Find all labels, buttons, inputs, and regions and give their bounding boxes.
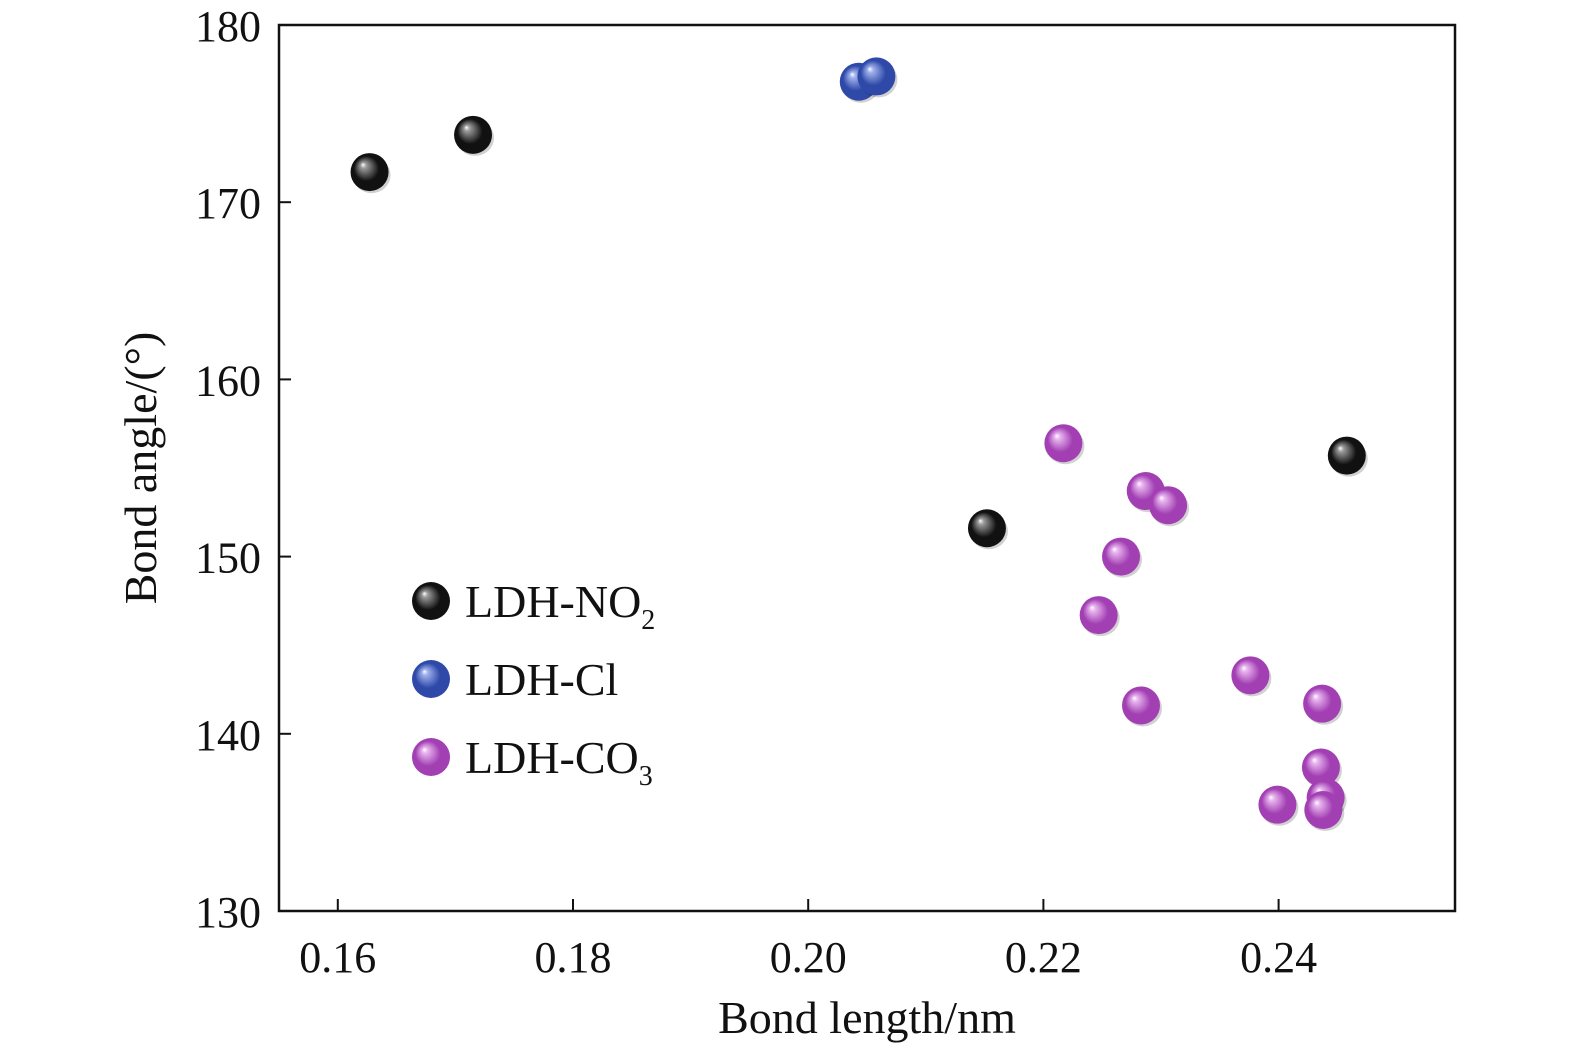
plot-area-frame — [277, 23, 1457, 913]
point-sphere — [1303, 684, 1342, 723]
y-tick-label: 180 — [195, 2, 261, 51]
data-point — [1258, 785, 1299, 826]
point-sphere — [454, 115, 493, 154]
legend-label-text: LDH-CO — [465, 732, 639, 783]
legend-marker — [412, 738, 450, 776]
data-point — [857, 57, 898, 98]
data-point — [967, 509, 1008, 550]
y-tick-label: 150 — [195, 534, 261, 583]
data-point — [1079, 596, 1120, 637]
legend-item: LDH-CO3 — [412, 732, 653, 792]
legend-label-subscript: 2 — [641, 605, 655, 636]
data-point — [1304, 790, 1345, 832]
x-tick-label: 0.18 — [535, 933, 612, 982]
y-tick-label: 140 — [195, 711, 261, 760]
x-tick-label: 0.16 — [299, 933, 376, 982]
y-axis-title: Bond angle/(°) — [115, 332, 166, 605]
point-sphere — [967, 509, 1006, 548]
x-axis-title: Bond length/nm — [718, 992, 1016, 1043]
y-tick-label: 170 — [195, 179, 261, 228]
point-sphere — [1258, 785, 1297, 824]
x-tick-label: 0.24 — [1240, 933, 1317, 982]
point-sphere — [1304, 790, 1343, 829]
point-sphere — [1079, 596, 1118, 635]
data-point — [1044, 424, 1085, 465]
x-tick-label: 0.22 — [1005, 933, 1082, 982]
point-sphere — [857, 57, 896, 96]
data-point — [1303, 684, 1344, 725]
y-tick-label: 160 — [195, 356, 261, 405]
legend-label: LDH-Cl — [465, 654, 618, 705]
point-sphere — [1327, 436, 1366, 475]
point-sphere — [1044, 424, 1083, 463]
data-point — [454, 115, 495, 156]
point-sphere — [1102, 537, 1141, 576]
data-point — [1122, 686, 1163, 727]
data-points — [350, 57, 1368, 832]
legend: LDH-NO2 LDH-Cl LDH-CO3 — [412, 576, 655, 792]
axis-ticks: 0.16 0.18 0.20 0.22 0.24 130 140 150 160 170 180 — [195, 2, 1317, 982]
legend-marker — [412, 660, 450, 698]
point-sphere — [1301, 748, 1340, 787]
data-point — [350, 153, 391, 194]
point-sphere — [1149, 486, 1188, 525]
legend-label-text: LDH-NO — [465, 576, 641, 627]
point-sphere — [1122, 686, 1161, 725]
legend-item: LDH-NO2 — [412, 576, 655, 636]
legend-label: LDH-CO3 — [465, 732, 653, 792]
point-sphere — [350, 153, 389, 192]
point-sphere — [1231, 656, 1270, 695]
legend-label-subscript: 3 — [639, 761, 653, 792]
data-point — [1301, 748, 1342, 789]
data-point — [1149, 486, 1190, 527]
legend-marker — [412, 582, 450, 620]
legend-label: LDH-NO2 — [465, 576, 655, 636]
data-point — [1231, 656, 1272, 697]
data-point — [1102, 537, 1143, 578]
legend-item: LDH-Cl — [412, 654, 618, 705]
legend-label-text: LDH-Cl — [465, 654, 618, 705]
x-tick-label: 0.20 — [770, 933, 847, 982]
data-point — [1327, 436, 1368, 477]
y-tick-label: 130 — [195, 888, 261, 937]
